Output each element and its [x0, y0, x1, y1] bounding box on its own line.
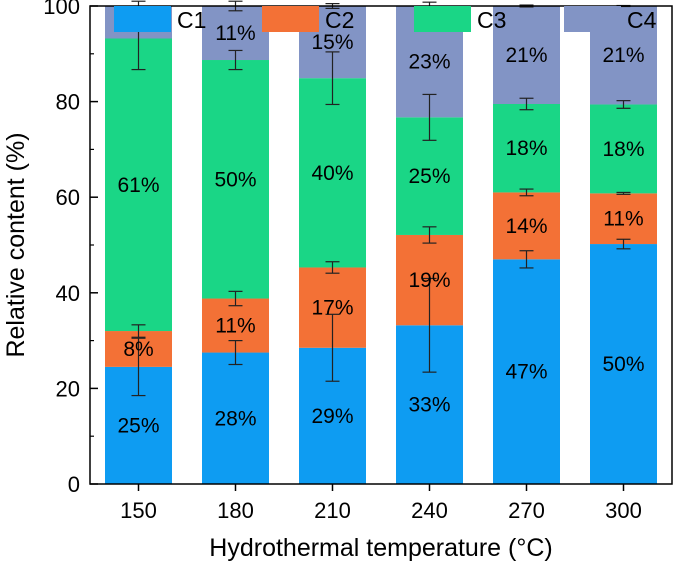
legend: C1 C2 C3 C4 [114, 6, 657, 33]
segment-labels-layer: 25%8%61%7%28%11%50%11%29%17%40%15%33%19%… [117, 11, 644, 437]
legend-label-c2: C2 [325, 7, 354, 33]
x-axis-title: Hydrothermal temperature (°C) [209, 534, 552, 562]
label-c1-150: 25% [117, 414, 159, 437]
errorbar-c2-300 [616, 191, 631, 195]
legend-label-c3: C3 [477, 7, 506, 33]
x-tick-label-150: 150 [120, 498, 157, 523]
y-tick-label-40: 40 [56, 281, 80, 306]
bar-c1-180 [202, 352, 269, 484]
errorbar-c1-240 [422, 277, 437, 373]
bar-c3-180 [202, 60, 269, 299]
bar-c3-210 [299, 78, 366, 268]
y-tick-label-80: 80 [56, 90, 80, 115]
errorbar-c3-240 [422, 93, 437, 141]
x-tick-label-210: 210 [314, 498, 351, 523]
y-axis: 0 20 40 60 80 100 [43, 0, 98, 497]
errorbar-c1-180 [228, 340, 243, 366]
errorbar-c2-180 [228, 290, 243, 307]
bar-c2-270 [493, 192, 560, 260]
errorbar-c3-180 [228, 49, 243, 71]
label-c1-210: 29% [311, 405, 353, 428]
label-c3-270: 18% [505, 137, 547, 160]
errorbar-c1-210 [325, 313, 340, 382]
errorbar-c2-210 [325, 261, 340, 274]
legend-swatch-c1 [114, 6, 171, 32]
label-c2-300: 11% [603, 208, 643, 231]
legend-label-c4: C4 [627, 7, 657, 33]
label-c2-150: 8% [123, 338, 153, 361]
bar-c3-300 [590, 104, 657, 194]
plot-frame [89, 5, 673, 485]
legend-item-c1: C1 [114, 6, 206, 33]
label-c3-210: 40% [311, 162, 353, 185]
x-tick-label-240: 240 [411, 498, 448, 523]
label-c3-300: 18% [602, 138, 644, 161]
y-tick-label-20: 20 [56, 376, 80, 401]
errorbar-c3-270 [519, 97, 534, 111]
errorbar-c3-300 [616, 100, 631, 109]
bar-c4-270 [493, 6, 560, 104]
label-c1-270: 47% [505, 361, 547, 384]
label-c1-240: 33% [408, 394, 450, 417]
y-tick-label-60: 60 [56, 185, 80, 210]
legend-swatch-c3 [414, 6, 471, 32]
label-c1-180: 28% [214, 407, 256, 430]
y-axis-title: Relative content (%) [2, 132, 30, 357]
legend-item-c4: C4 [564, 6, 657, 33]
label-c2-240: 19% [408, 269, 450, 292]
legend-item-c3: C3 [414, 6, 506, 33]
x-axis: 150 180 210 240 270 300 [120, 484, 642, 523]
label-c3-180: 50% [214, 168, 256, 191]
y-tick-label-100: 100 [43, 0, 80, 19]
legend-swatch-c4 [564, 6, 621, 32]
errorbar-c2-240 [422, 226, 437, 244]
errorbar-c1-150 [131, 337, 146, 397]
label-c2-180: 11% [215, 315, 255, 338]
label-c4-300: 21% [602, 44, 644, 67]
x-tick-label-270: 270 [508, 498, 545, 523]
errorbar-c1-300 [616, 238, 631, 250]
errorbar-c2-270 [519, 188, 534, 197]
label-c4-210: 15% [311, 31, 353, 54]
bar-c1-300 [590, 244, 657, 484]
y-tick-label-0: 0 [68, 472, 80, 497]
x-tick-label-300: 300 [605, 498, 642, 523]
bars-layer [105, 6, 657, 484]
label-c4-270: 21% [505, 44, 547, 67]
bar-c3-270 [493, 103, 560, 193]
x-tick-label-180: 180 [217, 498, 254, 523]
errorbar-c3-210 [325, 51, 340, 106]
errorbar-c1-270 [519, 250, 534, 269]
label-c1-300: 50% [602, 353, 644, 376]
legend-label-c1: C1 [177, 7, 206, 33]
bar-c3-150 [105, 38, 172, 332]
label-c4-180: 11% [215, 22, 255, 45]
legend-swatch-c2 [262, 6, 319, 32]
label-c2-210: 17% [311, 297, 353, 320]
bar-c1-270 [493, 259, 560, 484]
label-c4-240: 23% [408, 51, 450, 74]
legend-item-c2: C2 [262, 6, 354, 33]
errorbar-c2-150 [131, 324, 146, 338]
label-c3-240: 25% [408, 165, 450, 188]
label-c3-150: 61% [117, 174, 159, 197]
label-c2-270: 14% [505, 215, 547, 238]
bar-c2-300 [590, 193, 657, 245]
